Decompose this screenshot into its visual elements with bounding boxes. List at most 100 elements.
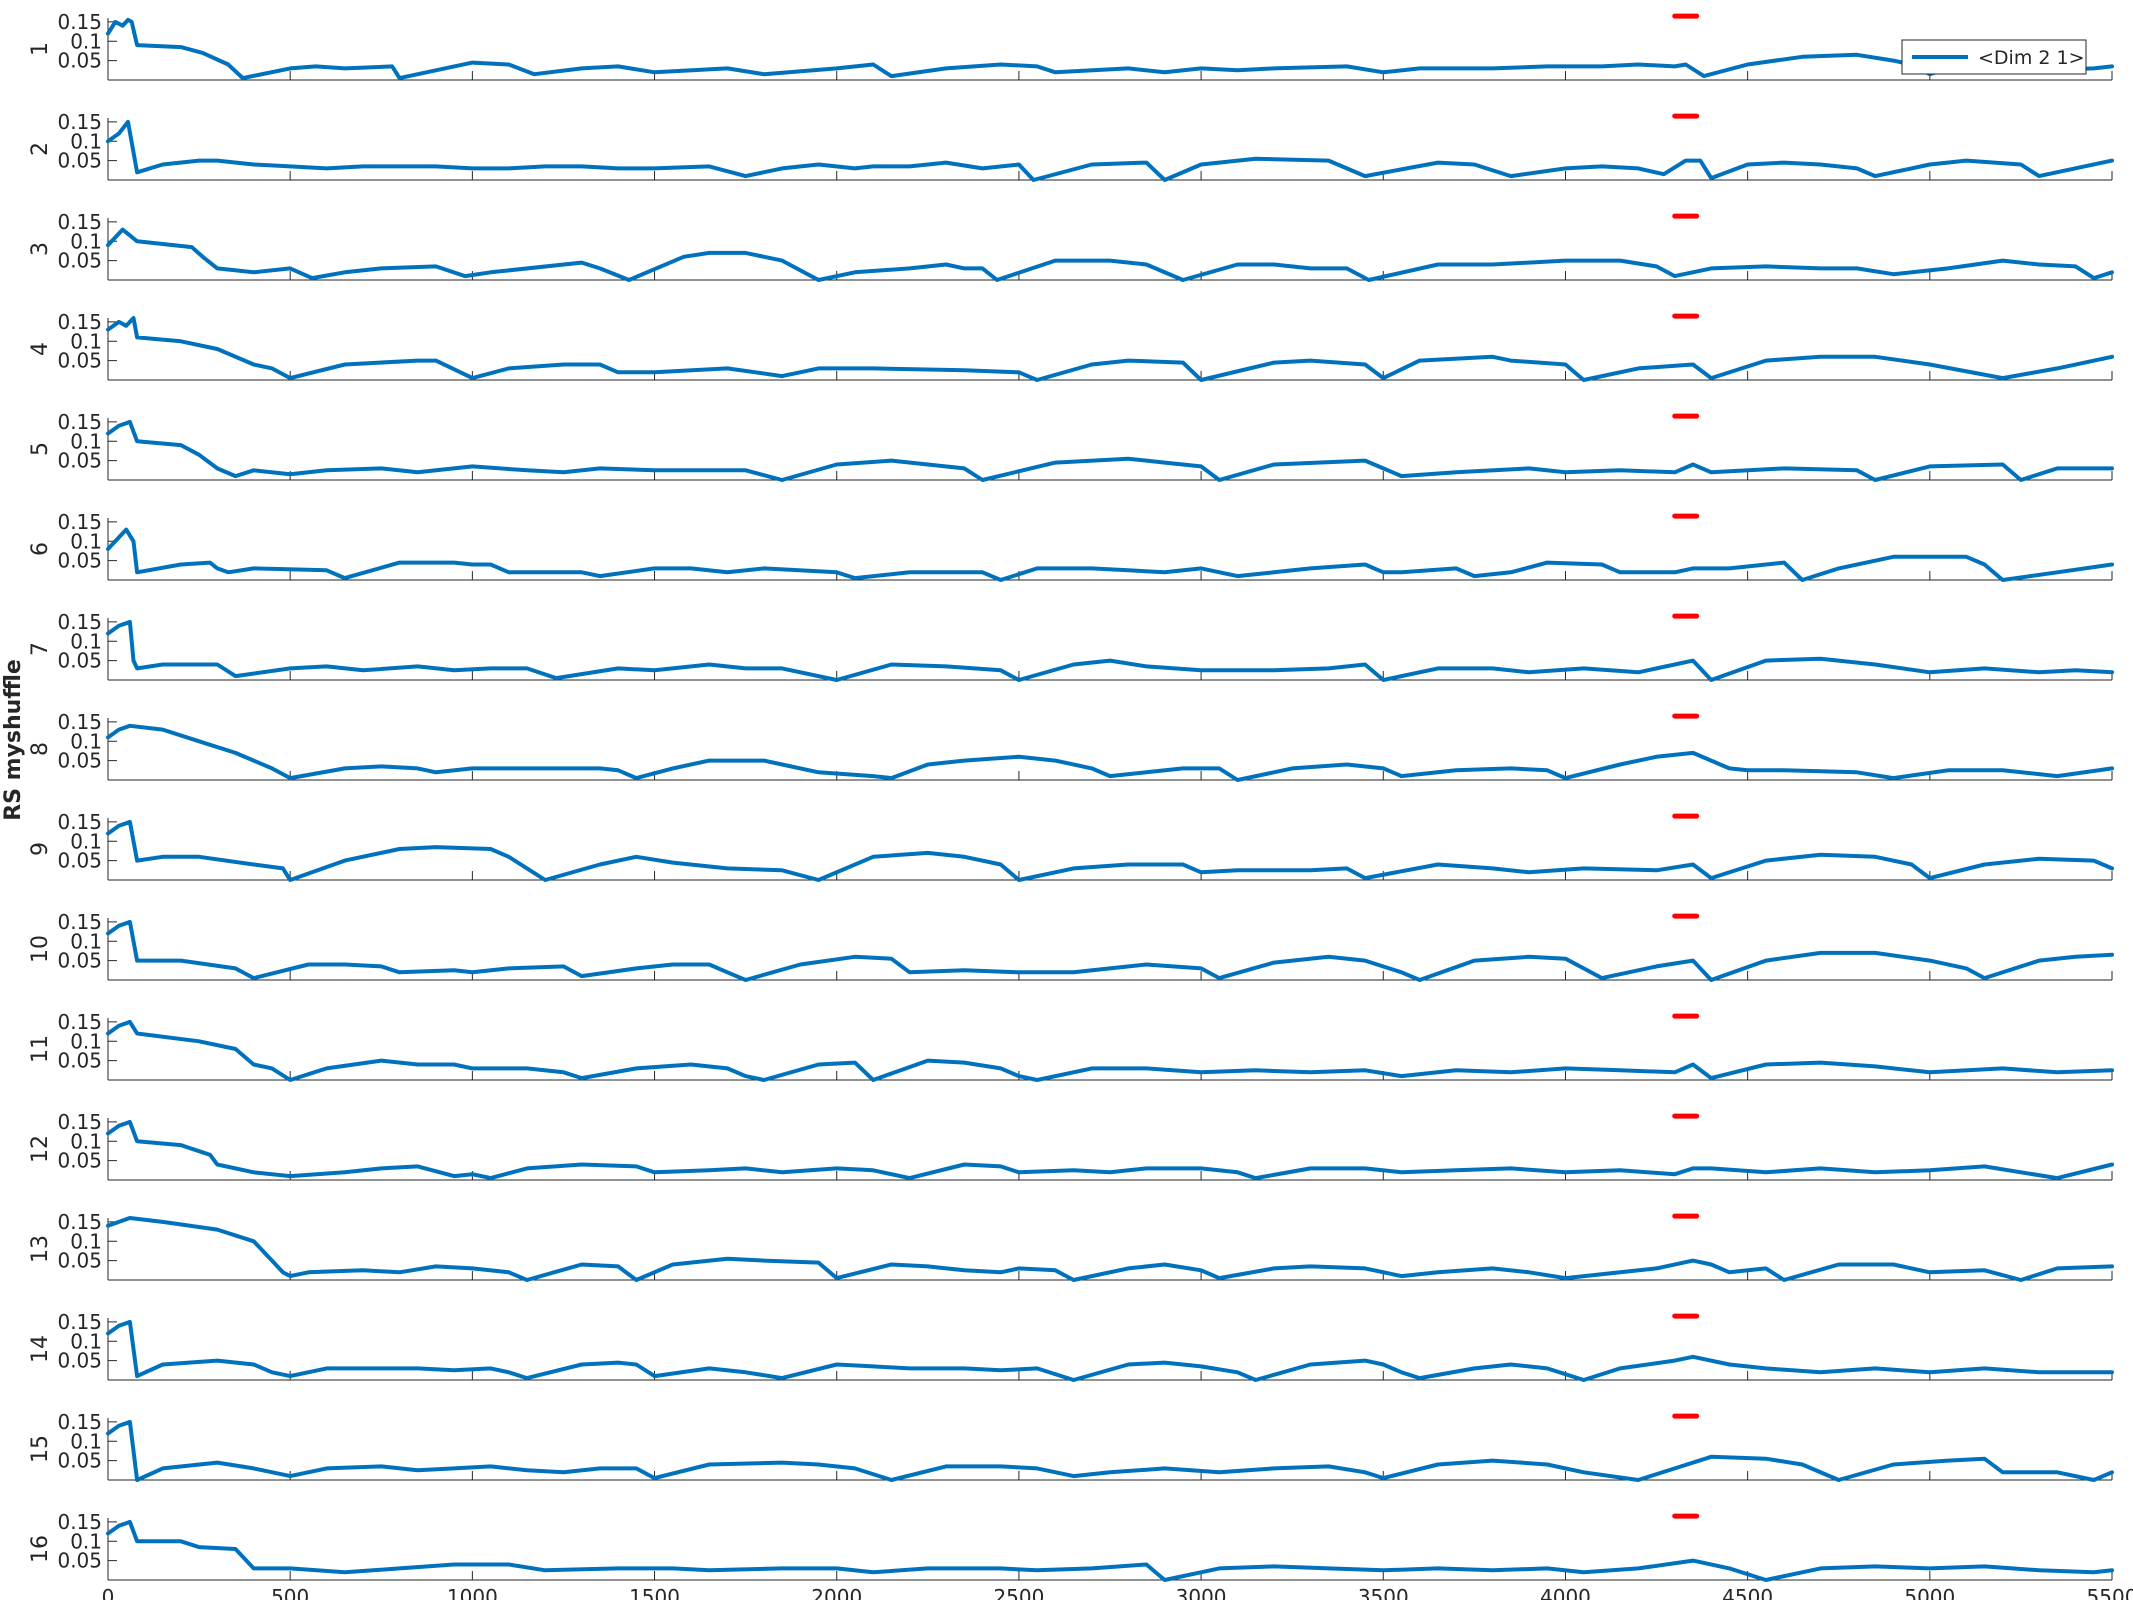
series-line: [106, 119, 2114, 182]
series-line: [106, 316, 2114, 382]
series-line: [106, 527, 2114, 582]
y-tick-label: 0.15: [57, 410, 102, 434]
y-tick-label: 0.15: [57, 1310, 102, 1334]
series-line: [106, 1319, 2114, 1382]
y-tick-label: 0.1: [70, 829, 102, 853]
y-tick-label: 0.05: [57, 1049, 102, 1073]
y-tick-label: 0.05: [57, 849, 102, 873]
panel-4: 0.050.10.15 4: [28, 310, 2114, 382]
y-tick-label: 0.1: [70, 1129, 102, 1153]
x-tick-label: 500: [271, 1585, 309, 1600]
y-tick-label: 0.15: [57, 610, 102, 634]
y-tick-label: 0.1: [70, 129, 102, 153]
y-tick-label: 0.05: [57, 449, 102, 473]
y-tick-label: 0.1: [70, 1529, 102, 1553]
x-tick-label: 3500: [1358, 1585, 1409, 1600]
y-tick-label: 0.05: [57, 349, 102, 373]
panel-7: 0.050.10.15 7: [28, 610, 2114, 682]
x-tick-label: 2000: [811, 1585, 862, 1600]
x-tick-label: 5000: [1904, 1585, 1955, 1600]
y-tick-label: 0.1: [70, 529, 102, 553]
y-tick-label: 0.15: [57, 1110, 102, 1134]
y-tick-label: 0.15: [57, 810, 102, 834]
x-tick-label: 2500: [993, 1585, 1044, 1600]
panel-1: 0.050.10.15 1 <Dim 2 1>: [28, 10, 2114, 81]
y-tick-label: 0.15: [57, 10, 102, 34]
y-tick-label: 0.05: [57, 249, 102, 273]
x-tick-label: 0: [102, 1585, 115, 1600]
y-tick-label: 0.1: [70, 1229, 102, 1253]
panel-label: 12: [28, 1135, 53, 1163]
y-tick-label: 0.05: [57, 1449, 102, 1473]
legend-label: <Dim 2 1>: [1978, 47, 2085, 69]
series-line: [106, 723, 2114, 782]
panel-6: 0.050.10.15 6: [28, 510, 2114, 582]
y-tick-label: 0.05: [57, 1149, 102, 1173]
panel-9: 0.050.10.15 9: [28, 810, 2114, 882]
y-tick-label: 0.1: [70, 929, 102, 953]
y-tick-label: 0.1: [70, 1429, 102, 1453]
y-tick-label: 0.1: [70, 29, 102, 53]
series-line: [106, 1019, 2114, 1082]
x-tick-label: 1500: [629, 1585, 680, 1600]
panel-label: 5: [28, 442, 53, 456]
series-line: [106, 227, 2114, 282]
panel-label: 4: [28, 342, 53, 356]
panels: 0.050.10.151 <Dim 2 1>0.050.10.1520.050.1…: [28, 10, 2133, 1605]
y-tick-label: 0.05: [57, 1349, 102, 1373]
y-tick-label: 0.05: [57, 1549, 102, 1573]
y-tick-label: 0.15: [57, 1010, 102, 1034]
series-line: [106, 1119, 2114, 1181]
panel-5: 0.050.10.15 5: [28, 410, 2114, 482]
y-tick-label: 0.1: [70, 629, 102, 653]
y-tick-label: 0.05: [57, 1249, 102, 1273]
series-line: [106, 819, 2114, 882]
x-tick-label: 3000: [1176, 1585, 1227, 1600]
panel-label: 14: [28, 1335, 53, 1363]
panel-label: 15: [28, 1435, 53, 1463]
panel-label: 11: [28, 1035, 53, 1063]
x-tick-label: 1000: [447, 1585, 498, 1600]
panel-3: 0.050.10.15 3: [28, 210, 2114, 282]
y-tick-label: 0.05: [57, 649, 102, 673]
y-tick-label: 0.15: [57, 910, 102, 934]
y-tick-label: 0.05: [57, 549, 102, 573]
panel-label: 8: [28, 742, 53, 756]
panel-label: 13: [28, 1235, 53, 1263]
y-tick-label: 0.1: [70, 329, 102, 353]
y-tick-label: 0.1: [70, 1029, 102, 1053]
series-line: [106, 1519, 2114, 1582]
series-line: [106, 1216, 2114, 1282]
y-tick-label: 0.05: [57, 949, 102, 973]
series-line: [106, 17, 2114, 81]
y-tick-label: 0.1: [70, 1329, 102, 1353]
y-tick-label: 0.15: [57, 510, 102, 534]
panel-label: 2: [28, 142, 53, 156]
y-tick-label: 0.15: [57, 1410, 102, 1434]
x-tick-label: 4000: [1540, 1585, 1591, 1600]
series-line: [106, 1419, 2114, 1482]
panel-label: 9: [28, 842, 53, 856]
x-tick-label: 5500: [2087, 1585, 2133, 1600]
series-line: [106, 619, 2114, 682]
y-tick-label: 0.15: [57, 310, 102, 334]
y-tick-label: 0.15: [57, 110, 102, 134]
y-tick-label: 0.1: [70, 229, 102, 253]
series-line: [106, 419, 2114, 482]
y-tick-label: 0.05: [57, 149, 102, 173]
y-tick-label: 0.15: [57, 710, 102, 734]
panel-2: 0.050.10.15 2: [28, 110, 2114, 182]
y-tick-label: 0.15: [57, 1210, 102, 1234]
y-tick-label: 0.1: [70, 729, 102, 753]
y-tick-label: 0.15: [57, 210, 102, 234]
series-line: [106, 919, 2114, 982]
panel-label: 16: [28, 1535, 53, 1563]
